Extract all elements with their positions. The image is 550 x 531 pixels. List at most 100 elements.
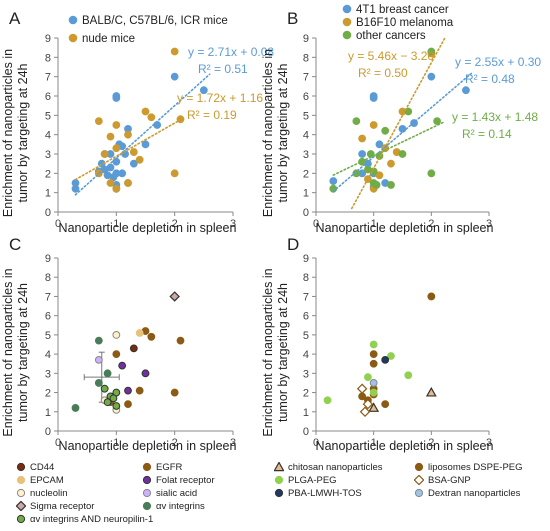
legend-marker <box>142 502 152 511</box>
x-tick-label: 2 <box>428 218 434 230</box>
data-point <box>94 379 103 387</box>
data-point <box>364 373 372 382</box>
data-point <box>329 177 338 185</box>
x-tick-label: 1 <box>371 218 377 230</box>
legend-item: Dextran nanoparticles <box>414 488 520 500</box>
y-tick-label: 4 <box>45 130 51 142</box>
legend-label: 4T1 breast cancer <box>356 4 449 16</box>
data-point <box>141 107 150 116</box>
y-tick-label: 5 <box>303 110 309 122</box>
legend-label: Dextran nanoparticles <box>428 488 521 499</box>
panel-letter: A <box>9 9 21 28</box>
data-point <box>106 132 115 141</box>
y-tick-label: 9 <box>303 33 309 45</box>
y-tick-label: 2 <box>45 388 51 400</box>
data-point <box>358 392 367 401</box>
y-tick-label: 8 <box>45 52 51 64</box>
trendline-r2: R² = 0.48 <box>465 72 515 86</box>
data-point <box>369 340 378 349</box>
legend-label: nucleolin <box>30 488 68 499</box>
data-point <box>323 396 332 405</box>
data-point <box>352 117 361 126</box>
data-point <box>112 121 121 129</box>
data-point <box>369 388 378 397</box>
legend-marker <box>16 489 26 498</box>
y-tick-label: 7 <box>303 72 309 84</box>
y-axis-label: Enrichment of nanoparticles in <box>1 49 15 217</box>
y-tick-label: 5 <box>45 330 51 342</box>
x-tick-label: 1 <box>113 437 119 449</box>
y-tick-label: 9 <box>45 253 51 265</box>
legend-marker <box>414 475 424 486</box>
data-point <box>71 184 80 193</box>
data-point <box>359 406 371 418</box>
y-axis-label: tumor by targeting at 24h <box>16 283 30 422</box>
legend-label: αv integrins AND neuropilin-1 <box>30 514 154 525</box>
legend-label: BALB/C, C57BL/6, ICR mice <box>82 15 228 27</box>
y-tick-label: 9 <box>303 253 309 265</box>
legend-panel-d: chitosan nanoparticles liposomes DSPE-PEG… <box>274 462 550 505</box>
y-tick-label: 5 <box>303 330 309 342</box>
x-tick-label: 0 <box>55 218 61 230</box>
legend-item: nucleolin <box>16 488 68 500</box>
data-point <box>433 117 442 126</box>
trendline-equation: y = 1.43x + 1.48 <box>452 110 538 124</box>
legend-item: Sigma receptor <box>16 501 94 513</box>
triangle-marker <box>274 462 284 472</box>
y-tick-label: 3 <box>303 149 309 161</box>
legend-label: PBA-LMWH-TOS <box>288 488 362 499</box>
data-point <box>94 336 103 345</box>
legend-marker <box>142 476 152 485</box>
data-point <box>404 107 413 116</box>
data-point <box>427 72 436 81</box>
circle-marker <box>16 476 26 485</box>
data-point <box>369 359 378 368</box>
circle-marker <box>414 463 424 472</box>
trendline-equation: y = 2.55x + 0.30 <box>455 55 541 69</box>
legend-item: liposomes DSPE-PEG <box>414 462 523 474</box>
y-axis-label: tumor by targeting at 24h <box>276 283 290 422</box>
circle-marker <box>142 463 152 472</box>
legend-marker <box>142 489 152 498</box>
y-tick-label: 3 <box>303 368 309 380</box>
legend-marker <box>68 33 78 43</box>
data-point <box>358 134 367 143</box>
legend-marker <box>274 462 284 472</box>
legend-marker <box>414 489 424 498</box>
legend-marker <box>342 4 352 14</box>
y-tick-label: 6 <box>45 91 51 103</box>
data-point <box>369 379 378 387</box>
data-point <box>169 291 180 302</box>
x-axis-label: Nanoparticle depletion in spleen <box>316 439 494 453</box>
data-point <box>135 329 144 337</box>
legend-label: sialic acid <box>156 488 198 499</box>
legend-marker <box>16 501 26 512</box>
y-axis-label: Enrichment of nanoparticles in <box>1 268 15 436</box>
trendline <box>332 121 444 176</box>
data-point <box>129 159 138 168</box>
trendline-r2: R² = 0.50 <box>358 66 408 80</box>
data-point <box>199 86 208 95</box>
data-point <box>381 126 390 135</box>
trendline-r2: R² = 0.19 <box>187 108 237 122</box>
data-point <box>372 181 381 189</box>
data-point <box>425 386 437 397</box>
y-axis-label: tumor by targeting at 24h <box>16 63 30 202</box>
legend-item: CD44 <box>16 462 54 474</box>
x-tick-label: 0 <box>313 218 319 230</box>
y-tick-label: 9 <box>45 33 51 45</box>
legend-marker <box>16 476 26 485</box>
y-tick-label: 2 <box>303 388 309 400</box>
x-tick-label: 3 <box>230 437 236 449</box>
legend-item: EGFR <box>142 462 182 474</box>
trendline-r2: R² = 0.14 <box>462 127 512 141</box>
legend-marker <box>274 476 284 485</box>
data-point <box>147 332 156 341</box>
trendline-equation: y = 1.72x + 1.16 <box>177 91 263 105</box>
diamond-marker <box>414 475 424 486</box>
data-point <box>170 47 179 56</box>
legend-label: other cancers <box>356 30 426 42</box>
data-point <box>112 330 121 339</box>
